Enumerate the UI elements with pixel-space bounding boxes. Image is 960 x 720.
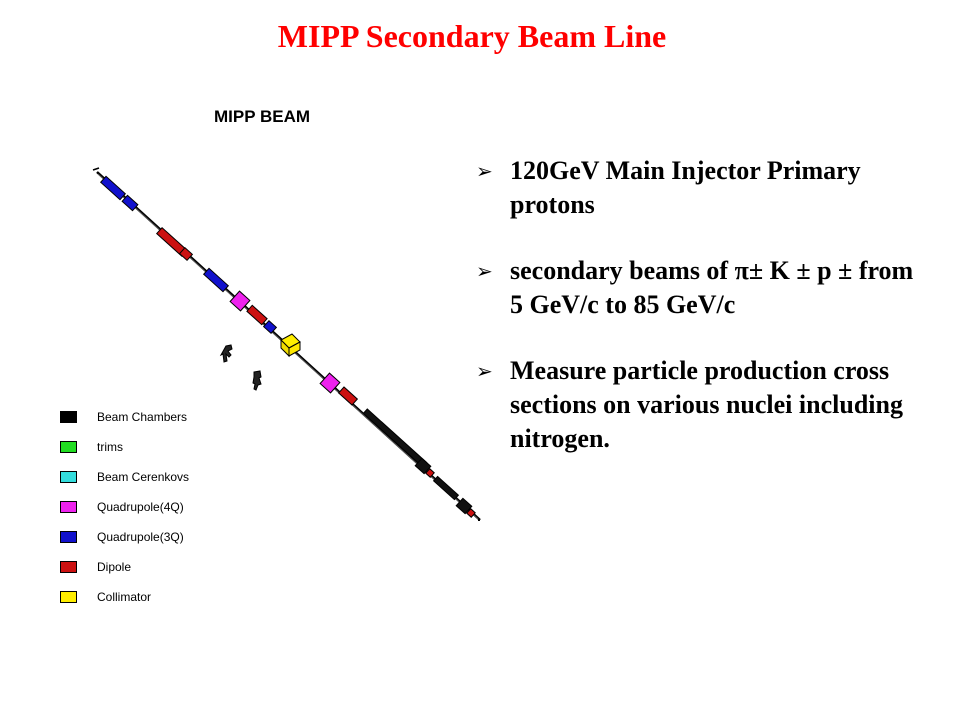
legend-swatch (60, 411, 77, 423)
dipole-element (337, 386, 359, 406)
legend-item-collimator: Collimator (60, 582, 189, 612)
beam-chamber-element (432, 475, 460, 501)
beam-end-marker (478, 519, 480, 521)
dipole-element (178, 246, 194, 262)
beam-start-marker (92, 167, 100, 171)
beam-chamber-element (414, 457, 432, 475)
legend-item-quadrupole-4q: Quadrupole(4Q) (60, 492, 189, 522)
legend-swatch (60, 441, 77, 453)
quadrupole-3q-element (262, 319, 278, 335)
legend-item-quadrupole-3q: Quadrupole(3Q) (60, 522, 189, 552)
legend-item-trims: trims (60, 432, 189, 462)
legend-swatch (60, 561, 77, 573)
quadrupole-3q-element (202, 267, 230, 293)
bullet-text: 120GeV Main Injector Primary protons (510, 156, 861, 219)
bullet-text: secondary beams of π± K ± p ± from 5 GeV… (510, 256, 914, 319)
collimator-element (280, 333, 301, 358)
legend-label: Dipole (97, 560, 132, 574)
arrow-bullet-icon: ➢ (476, 159, 493, 183)
legend-label: Quadrupole(4Q) (97, 500, 184, 514)
legend-swatch (60, 501, 77, 513)
legend-swatch (60, 471, 77, 483)
dipole-element (425, 468, 435, 478)
side-detector-element (219, 344, 233, 363)
legend-label: Beam Cerenkovs (97, 470, 190, 484)
legend-item-beam-chambers: Beam Chambers (60, 402, 189, 432)
diagram-title: MIPP BEAM (214, 107, 311, 126)
quadrupole-4q-element (229, 290, 251, 312)
arrow-bullet-icon: ➢ (476, 259, 493, 283)
legend-label: Quadrupole(3Q) (97, 530, 184, 544)
legend-label: Beam Chambers (97, 410, 188, 424)
dipole-element (466, 508, 476, 518)
legend-item-dipole: Dipole (60, 552, 189, 582)
legend-swatch (60, 591, 77, 603)
bullet-item: ➢ secondary beams of π± K ± p ± from 5 G… (476, 254, 926, 322)
bullet-list: ➢ 120GeV Main Injector Primary protons ➢… (476, 154, 926, 456)
beam-chamber-element (455, 497, 473, 515)
quadrupole-3q-element (99, 175, 127, 201)
legend-item-beam-cerenkovs: Beam Cerenkovs (60, 462, 189, 492)
arrow-bullet-icon: ➢ (476, 359, 493, 383)
beam-chamber-element (362, 408, 428, 468)
bullet-text: Measure particle production cross sectio… (510, 356, 903, 453)
quadrupole-3q-element (121, 194, 139, 212)
legend-label: trims (97, 440, 123, 454)
legend: Beam Chambers trims Beam Cerenkovs Quadr… (60, 402, 189, 612)
dipole-element (246, 304, 268, 326)
beam-elements (92, 167, 480, 521)
side-detector-element (252, 370, 262, 391)
bullet-item: ➢ Measure particle production cross sect… (476, 354, 926, 456)
quadrupole-4q-element (319, 372, 341, 394)
legend-swatch (60, 531, 77, 543)
bullet-item: ➢ 120GeV Main Injector Primary protons (476, 154, 926, 222)
legend-label: Collimator (97, 590, 152, 604)
slide-title: MIPP Secondary Beam Line (277, 18, 667, 54)
